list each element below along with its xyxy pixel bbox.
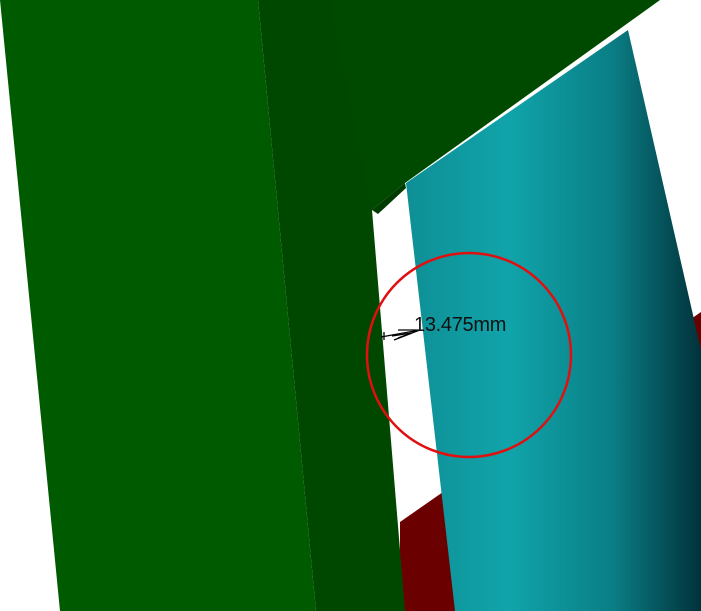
left-beam-edge <box>372 183 406 214</box>
double-arrow-icon <box>380 329 421 341</box>
left-beam-front-face[interactable] <box>0 0 316 611</box>
circle-marker-icon <box>365 251 573 459</box>
dimension-value-label: 13.475mm <box>414 314 507 336</box>
cylinder-part[interactable] <box>406 30 701 611</box>
left-beam-side-face[interactable] <box>258 0 405 611</box>
